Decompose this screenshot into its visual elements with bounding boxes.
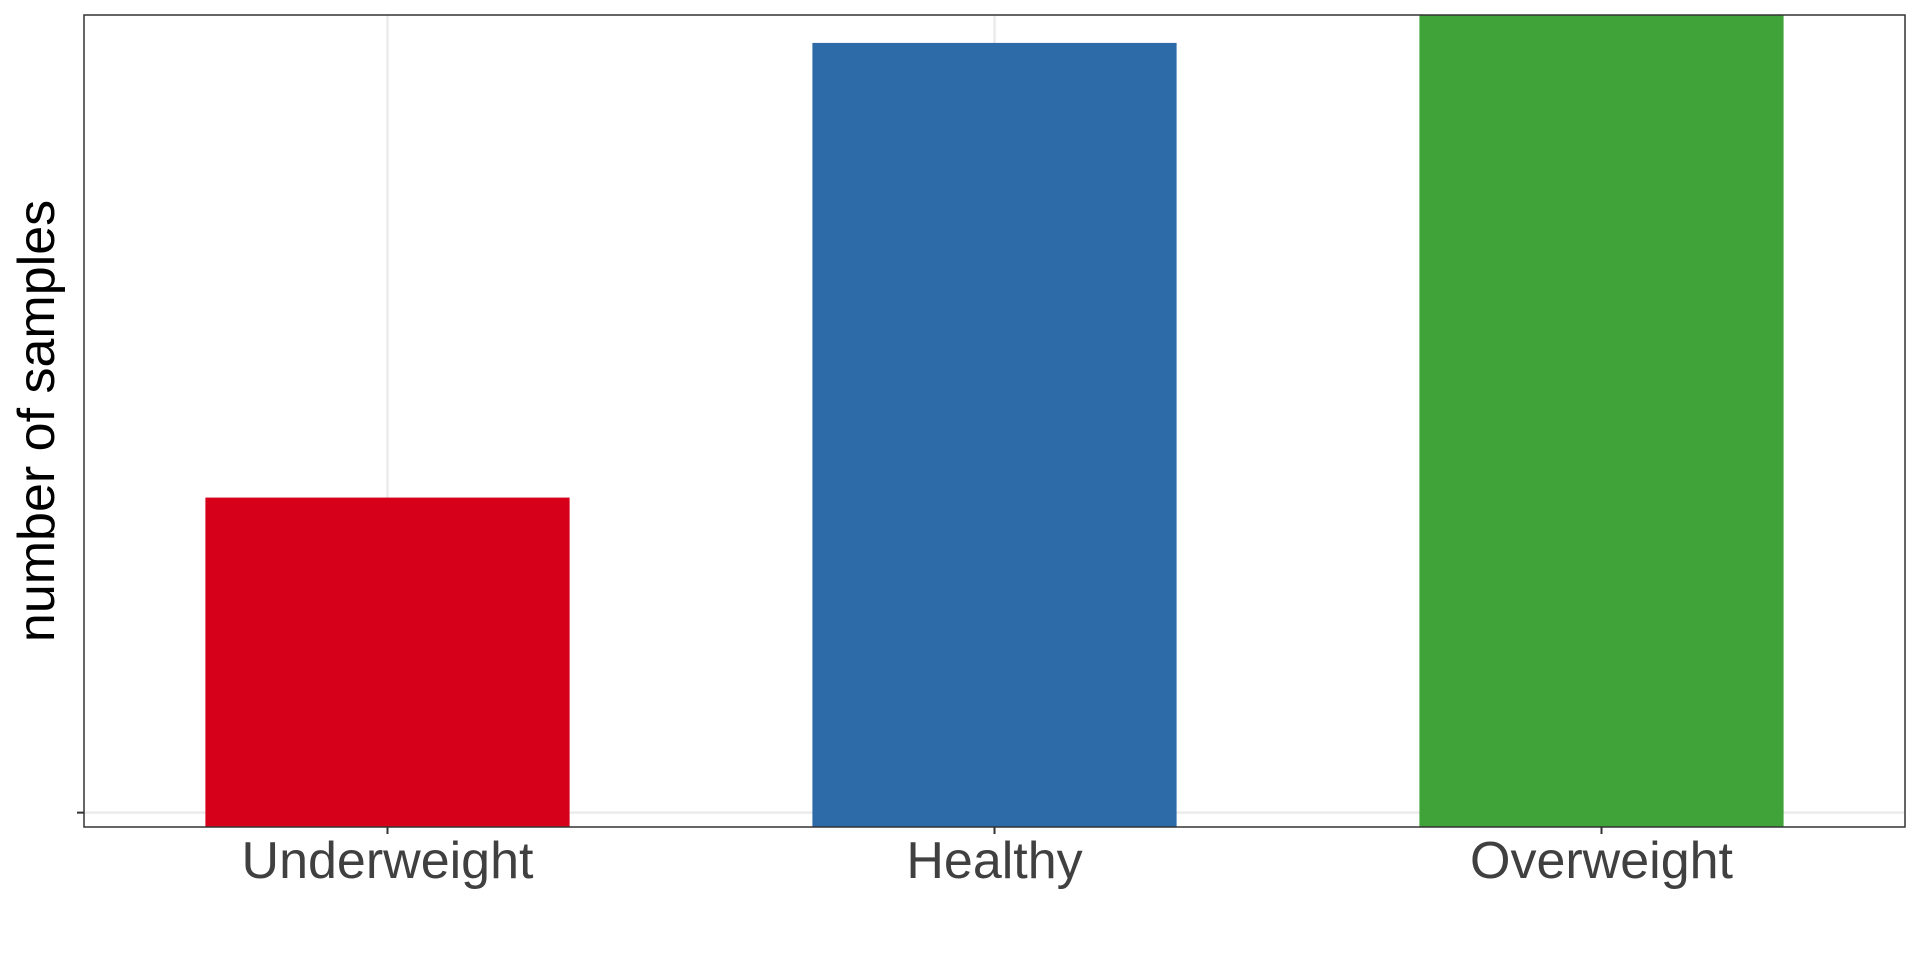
x-tick-label: Overweight (1470, 832, 1734, 890)
bar-underweight (205, 497, 570, 827)
x-tick-label: Healthy (906, 832, 1082, 890)
x-tick-label: Underweight (242, 832, 534, 890)
bars (205, 15, 1784, 828)
bar-overweight (1419, 15, 1784, 827)
axis-ticks (77, 811, 1603, 834)
x-axis-tick-labels: Underweight Healthy Overweight (242, 832, 1734, 890)
y-axis-title: number of samples (8, 200, 66, 642)
bar-healthy (812, 42, 1177, 828)
